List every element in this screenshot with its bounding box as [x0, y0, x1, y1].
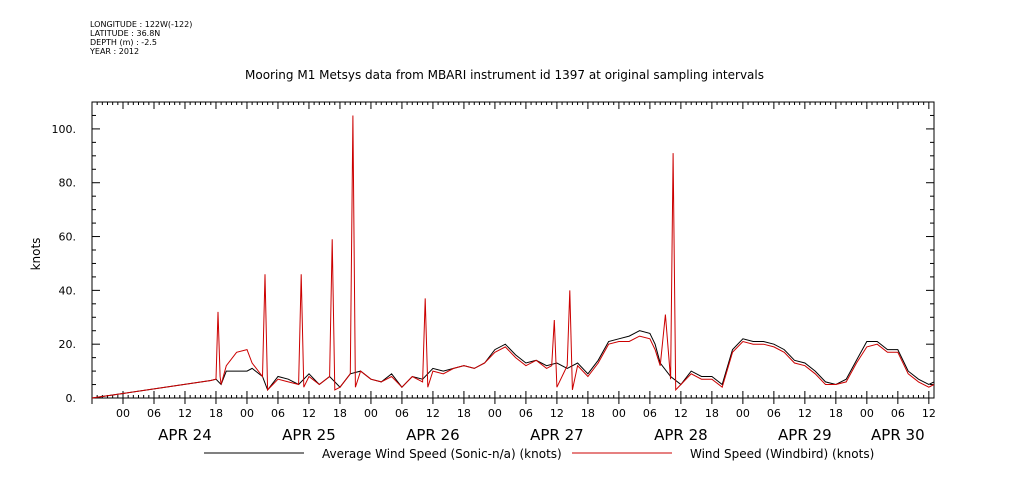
x-hour-label: 06	[643, 407, 657, 420]
station-metadata: LONGITUDE : 122W(-122) LATITUDE : 36.8N …	[90, 20, 192, 56]
x-day-label: APR 26	[406, 426, 460, 444]
y-tick-label: 20.	[59, 338, 77, 351]
y-axis-label: knots	[29, 238, 43, 271]
legend-label: Average Wind Speed (Sonic-n/a) (knots)	[322, 447, 562, 461]
x-hour-label: 12	[550, 407, 564, 420]
series-line-average-wind-speed	[91, 330, 935, 399]
longitude-label: LONGITUDE : 122W(-122)	[90, 20, 193, 29]
legend-label: Wind Speed (Windbird) (knots)	[690, 447, 874, 461]
series-lines	[91, 115, 935, 399]
x-hour-label: 06	[767, 407, 781, 420]
x-hour-label: 00	[240, 407, 254, 420]
x-hour-label: 06	[891, 407, 905, 420]
y-tick-label: 0.	[66, 392, 77, 405]
chart-title: Mooring M1 Metsys data from MBARI instru…	[245, 68, 764, 82]
x-hour-label: 18	[209, 407, 223, 420]
x-hour-label: 00	[364, 407, 378, 420]
x-day-label: APR 27	[530, 426, 584, 444]
legend: Average Wind Speed (Sonic-n/a) (knots) Wi…	[204, 447, 874, 461]
x-day-label: APR 24	[158, 426, 212, 444]
x-hour-label: 00	[612, 407, 626, 420]
x-hour-label: 00	[116, 407, 130, 420]
x-axis: 00 06 12 18 00 06 12 18 00 06 12 18 00 06 12 18 00 06 12 18…	[91, 102, 936, 444]
x-hour-label: 18	[457, 407, 471, 420]
y-tick-label: 60.	[59, 231, 77, 244]
x-hour-label: 00	[488, 407, 502, 420]
x-hour-label: 18	[829, 407, 843, 420]
x-hour-label: 18	[581, 407, 595, 420]
y-tick-label: 80.	[59, 177, 77, 190]
y-axis: 0. 20. 40. 60. 80. 100.	[52, 101, 934, 405]
series-line-windbird-wind-speed	[91, 115, 935, 399]
x-hour-label: 12	[178, 407, 192, 420]
plot-border	[91, 101, 935, 399]
x-hour-label: 12	[922, 407, 936, 420]
x-hour-label: 06	[395, 407, 409, 420]
x-day-label: APR 29	[778, 426, 832, 444]
x-hour-label: 00	[736, 407, 750, 420]
year-label: YEAR : 2012	[90, 47, 140, 56]
x-hour-label: 18	[333, 407, 347, 420]
plot-frame	[91, 101, 935, 399]
x-hour-label: 12	[426, 407, 440, 420]
x-day-label: APR 28	[654, 426, 708, 444]
x-hour-label: 12	[798, 407, 812, 420]
x-hour-label: 06	[147, 407, 161, 420]
y-tick-label: 100.	[52, 123, 77, 136]
x-hour-label: 00	[860, 407, 874, 420]
x-hour-label: 12	[302, 407, 316, 420]
x-hour-label: 06	[271, 407, 285, 420]
x-hour-label: 06	[519, 407, 533, 420]
x-day-label: APR 25	[282, 426, 336, 444]
y-tick-label: 40.	[59, 284, 77, 297]
depth-label: DEPTH (m) : -2.5	[90, 38, 157, 47]
x-hour-label: 18	[705, 407, 719, 420]
x-day-label: APR 30	[871, 426, 925, 444]
x-hour-label: 12	[674, 407, 688, 420]
latitude-label: LATITUDE : 36.8N	[90, 29, 161, 38]
